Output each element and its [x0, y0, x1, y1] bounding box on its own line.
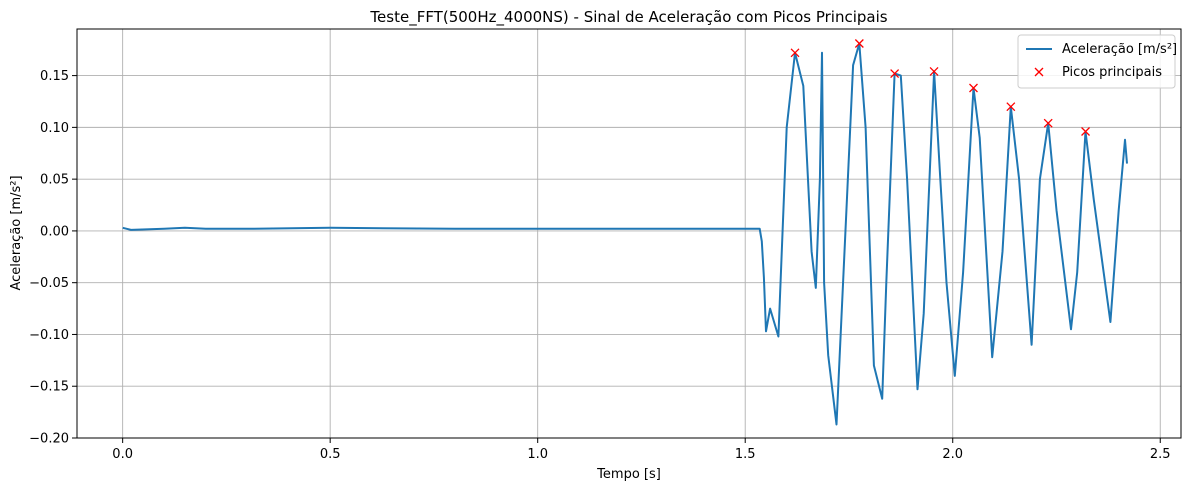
axis-ticks: 0.0 0.5 1.0 1.5 2.0 2.5 −0.20 −0.15 −0.10 −0.05 0.… [29, 69, 1170, 462]
peak-marker [790, 48, 800, 58]
legend-label-peaks: Picos principais [1062, 65, 1162, 80]
y-tick-label: −0.10 [29, 328, 69, 343]
peak-marker [854, 39, 864, 48]
y-tick-label: −0.15 [29, 380, 69, 395]
x-tick-label: 1.5 [735, 447, 756, 462]
peak-marker [1081, 127, 1091, 136]
legend: Aceleração [m/s²] Picos principais [1017, 34, 1177, 89]
y-tick-label: −0.05 [29, 276, 69, 291]
legend-label-signal: Aceleração [m/s²] [1062, 42, 1177, 57]
y-tick-label: −0.20 [29, 432, 69, 447]
series-layer [122, 39, 1128, 426]
y-tick-label: 0.05 [40, 173, 69, 188]
x-tick-label: 2.0 [942, 447, 963, 462]
chart-title: Teste_FFT(500Hz_4000NS) - Sinal de Acele… [369, 8, 887, 27]
x-tick-label: 0.0 [112, 447, 133, 462]
peak-marker [969, 83, 978, 93]
peak-marker [1006, 102, 1016, 112]
legend-x-marker-swatch [1034, 67, 1044, 77]
peak-marker [890, 69, 900, 78]
legend-box [1017, 34, 1176, 89]
y-tick-label: 0.00 [40, 224, 69, 239]
acceleration-line [122, 42, 1128, 426]
peak-marker [929, 66, 939, 76]
x-axis-label: Tempo [s] [596, 467, 661, 482]
plot-frame [76, 28, 1182, 439]
peak-marker [1043, 118, 1053, 128]
y-axis-label: Aceleração [m/s²] [9, 175, 24, 290]
x-tick-label: 0.5 [320, 447, 341, 462]
y-tick-label: 0.10 [40, 121, 69, 136]
x-tick-label: 1.0 [527, 447, 548, 462]
grid-lines [77, 29, 1181, 439]
x-tick-label: 2.5 [1150, 447, 1171, 462]
legend-x-marker [1034, 67, 1044, 77]
y-tick-label: 0.15 [40, 69, 69, 84]
